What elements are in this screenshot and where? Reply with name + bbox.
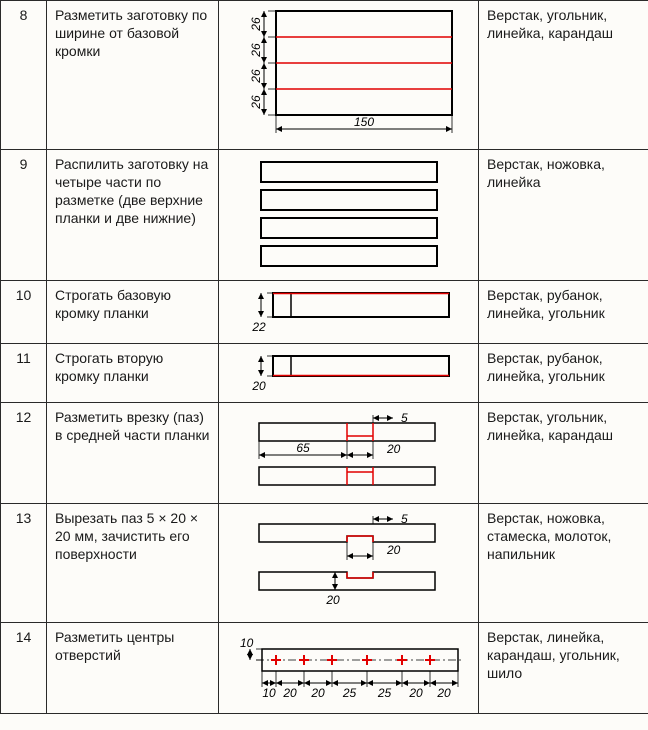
table-row: 13 Вырезать паз 5 × 20 × 20 мм, за­чисти… [1,504,648,623]
step-description: Вырезать паз 5 × 20 × 20 мм, за­чистить … [47,504,219,623]
svg-text:20: 20 [408,686,423,700]
step-tools: Верстак, ножовка, стамеска, моло­ток, на… [479,504,648,623]
step-number: 8 [1,1,47,150]
svg-text:65: 65 [296,441,310,455]
step-figure: 20 [219,344,479,403]
table-row: 8 Разметить заготовку по ширине от базо­… [1,1,648,150]
table-row: 12 Разметить врезку (паз) в средней час­… [1,403,648,504]
step-figure: 22 [219,281,479,344]
step-description: Распилить заготовку на четыре части по р… [47,150,219,281]
svg-text:26: 26 [249,17,263,32]
step-tools: Верстак, линейка, карандаш, уголь­ник, ш… [479,623,648,714]
step-number: 12 [1,403,47,504]
step-description: Разметить врезку (паз) в средней час­ти … [47,403,219,504]
step-number: 14 [1,623,47,714]
svg-text:26: 26 [249,69,263,84]
svg-text:26: 26 [249,95,263,110]
step-description: Разметить центры отверстий [47,623,219,714]
svg-text:22: 22 [251,320,266,334]
step-tools: Верстак, рубанок, линейка, угольник [479,344,648,403]
step-figure: 5 65 20 [219,403,479,504]
svg-text:25: 25 [341,686,356,700]
svg-text:25: 25 [376,686,391,700]
table-row: 10 Строгать базовую кромку планки 22 Вер… [1,281,648,344]
step-description: Разметить заготовку по ширине от базо­во… [47,1,219,150]
step-description: Строгать вторую кромку планки [47,344,219,403]
step-number: 11 [1,344,47,403]
step-tools: Верстак, угольник, линейка, карандаш [479,1,648,150]
svg-text:20: 20 [386,442,401,456]
step-figure: 5 20 20 [219,504,479,623]
table-row: 9 Распилить заготовку на четыре части по… [1,150,648,281]
svg-text:20: 20 [386,543,401,557]
svg-text:26: 26 [249,43,263,58]
step-tools: Верстак, ножовка, линейка [479,150,648,281]
svg-text:20: 20 [310,686,325,700]
svg-text:5: 5 [401,512,408,526]
svg-text:20: 20 [325,593,340,607]
step-figure: 26 26 26 26 150 [219,1,479,150]
step-figure: 10 20 20 25 25 20 20 10 [219,623,479,714]
process-table: 8 Разметить заготовку по ширине от базо­… [0,0,648,714]
svg-text:10: 10 [240,636,254,650]
svg-text:20: 20 [436,686,451,700]
step-tools: Верстак, рубанок, линейка, угольник [479,281,648,344]
step-number: 13 [1,504,47,623]
table-row: 14 Разметить центры отверстий 10 20 [1,623,648,714]
step-description: Строгать базовую кромку планки [47,281,219,344]
svg-text:20: 20 [282,686,297,700]
svg-text:20: 20 [251,379,266,393]
table-row: 11 Строгать вторую кромку планки 20 Верс… [1,344,648,403]
svg-text:5: 5 [401,411,408,425]
step-figure [219,150,479,281]
svg-text:150: 150 [353,115,373,129]
svg-text:10: 10 [262,686,276,700]
step-number: 10 [1,281,47,344]
step-tools: Верстак, угольник, линейка, карандаш [479,403,648,504]
step-number: 9 [1,150,47,281]
